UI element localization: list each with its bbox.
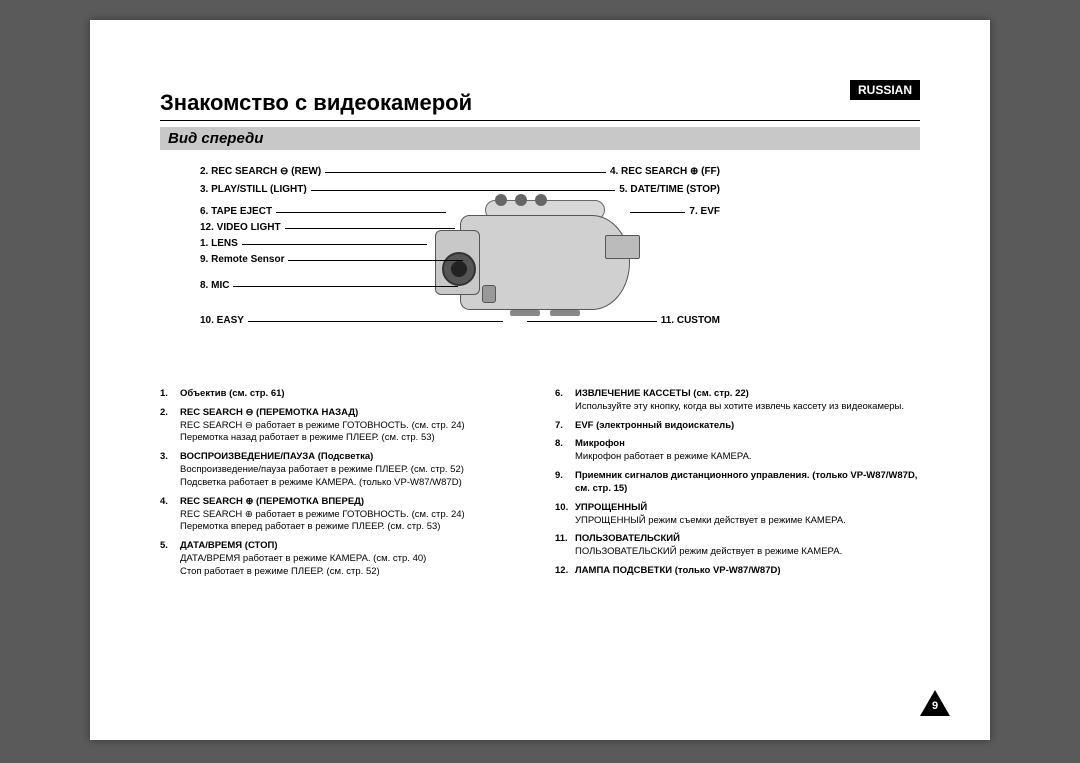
- desc-item-text: УПРОЩЕННЫЙУПРОЩЕННЫЙ режим съемки действ…: [575, 502, 920, 528]
- desc-item-number: 7.: [555, 420, 569, 433]
- front-view-diagram: 2. REC SEARCH ⊖ (REW) 3. PLAY/STILL (LIG…: [160, 160, 920, 380]
- desc-item: 4.REC SEARCH ⊕ (ПЕРЕМОТКА ВПЕРЕД)REC SEA…: [160, 496, 525, 534]
- desc-item: 10. УПРОЩЕННЫЙУПРОЩЕННЫЙ режим съемки дей…: [555, 502, 920, 528]
- desc-item: 2.REC SEARCH ⊖ (ПЕРЕМОТКА НАЗАД)REC SEAR…: [160, 407, 525, 445]
- desc-item: 12. ЛАМПА ПОДСВЕТКИ (только VP-W87/W87D): [555, 565, 920, 578]
- callout-video-light: 12. VIDEO LIGHT: [200, 222, 281, 233]
- desc-item-number: 11.: [555, 533, 569, 559]
- desc-item-text: REC SEARCH ⊖ (ПЕРЕМОТКА НАЗАД)REC SEARCH…: [180, 407, 525, 445]
- desc-item: 5.ДАТА/ВРЕМЯ (СТОП)ДАТА/ВРЕМЯ работает в…: [160, 540, 525, 578]
- desc-item: 3.ВОСПРОИЗВЕДЕНИЕ/ПАУЗА (Подсветка)Воспр…: [160, 451, 525, 489]
- desc-item: 1. Объектив (см. стр. 61): [160, 388, 525, 401]
- desc-item-text: ЛАМПА ПОДСВЕТКИ (только VP-W87/W87D): [575, 565, 920, 578]
- desc-item-number: 4.: [160, 496, 174, 534]
- language-badge: RUSSIAN: [850, 80, 920, 100]
- callout-easy: 10. EASY: [200, 315, 244, 326]
- page-title: Знакомство с видеокамерой: [160, 90, 920, 121]
- description-columns: 1. Объектив (см. стр. 61) 2.REC SEARCH ⊖ (…: [160, 388, 920, 585]
- callout-play-still: 3. PLAY/STILL (LIGHT): [200, 184, 307, 195]
- callout-mic: 8. MIC: [200, 280, 229, 291]
- desc-item-text: ИЗВЛЕЧЕНИЕ КАССЕТЫ (см. стр. 22)Использу…: [575, 388, 920, 414]
- desc-item: 8.МикрофонМикрофон работает в режиме КАМ…: [555, 438, 920, 464]
- left-column: 1. Объектив (см. стр. 61) 2.REC SEARCH ⊖ (…: [160, 388, 525, 585]
- callout-rec-search-ff: 4. REC SEARCH ⊕ (FF): [610, 166, 720, 177]
- desc-item-number: 9.: [555, 470, 569, 496]
- callout-date-time: 5. DATE/TIME (STOP): [619, 184, 720, 195]
- desc-item-number: 2.: [160, 407, 174, 445]
- desc-item-number: 8.: [555, 438, 569, 464]
- desc-item-text: REC SEARCH ⊕ (ПЕРЕМОТКА ВПЕРЕД)REC SEARC…: [180, 496, 525, 534]
- callout-custom: 11. CUSTOM: [661, 315, 720, 326]
- page-number: 9: [920, 700, 950, 712]
- desc-item-number: 3.: [160, 451, 174, 489]
- desc-item-text: ПОЛЬЗОВАТЕЛЬСКИЙПОЛЬЗОВАТЕЛЬСКИЙ режим д…: [575, 533, 920, 559]
- desc-item-text: EVF (электронный видоискатель): [575, 420, 920, 433]
- triangle-icon: 9: [920, 690, 950, 716]
- desc-item: 7. EVF (электронный видоискатель): [555, 420, 920, 433]
- right-column: 6.ИЗВЛЕЧЕНИЕ КАССЕТЫ (см. стр. 22)Исполь…: [555, 388, 920, 585]
- lens-icon: [442, 252, 476, 286]
- section-subtitle: Вид спереди: [160, 127, 920, 150]
- desc-item-text: ДАТА/ВРЕМЯ (СТОП)ДАТА/ВРЕМЯ работает в р…: [180, 540, 525, 578]
- callout-tape-eject: 6. TAPE EJECT: [200, 206, 272, 217]
- callout-rec-search-rew: 2. REC SEARCH ⊖ (REW): [200, 166, 321, 177]
- callout-remote-sensor: 9. Remote Sensor: [200, 254, 284, 265]
- desc-item: 9.Приемник сигналов дистанционного управ…: [555, 470, 920, 496]
- desc-item-text: Приемник сигналов дистанционного управле…: [575, 470, 920, 496]
- desc-item-text: МикрофонМикрофон работает в режиме КАМЕР…: [575, 438, 920, 464]
- desc-item-number: 5.: [160, 540, 174, 578]
- manual-page: RUSSIAN Знакомство с видеокамерой Вид сп…: [90, 20, 990, 740]
- desc-item-number: 1.: [160, 388, 174, 401]
- callout-evf: 7. EVF: [689, 206, 720, 217]
- callout-lens: 1. LENS: [200, 238, 238, 249]
- desc-item-number: 12.: [555, 565, 569, 578]
- desc-item-number: 6.: [555, 388, 569, 414]
- desc-item-text: Объектив (см. стр. 61): [180, 388, 525, 401]
- desc-item: 6.ИЗВЛЕЧЕНИЕ КАССЕТЫ (см. стр. 22)Исполь…: [555, 388, 920, 414]
- desc-item: 11. ПОЛЬЗОВАТЕЛЬСКИЙПОЛЬЗОВАТЕЛЬСКИЙ режи…: [555, 533, 920, 559]
- desc-item-number: 10.: [555, 502, 569, 528]
- desc-item-text: ВОСПРОИЗВЕДЕНИЕ/ПАУЗА (Подсветка)Воспрои…: [180, 451, 525, 489]
